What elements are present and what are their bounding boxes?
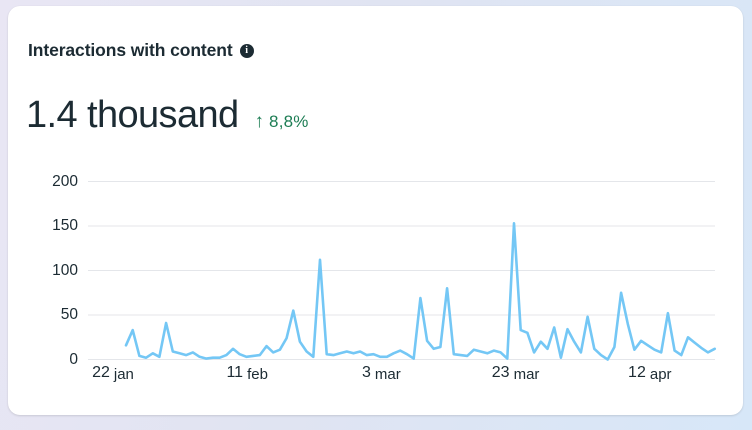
card-header: Interactions with content i xyxy=(28,40,254,61)
delta-percentage: 8,8% xyxy=(269,112,309,131)
metric-delta: ↑ 8,8% xyxy=(255,112,309,132)
interactions-card: Interactions with content i 1.4 thousand… xyxy=(8,6,743,415)
x-tick-3-mar: 3 mar xyxy=(362,364,401,383)
x-tick-22-jan: 22 jan xyxy=(92,364,134,383)
x-tick-11-feb: 11 feb xyxy=(226,364,268,383)
x-tick-day: 23 xyxy=(491,364,510,381)
x-tick-month: apr xyxy=(649,366,672,383)
y-tick-100: 100 xyxy=(52,261,78,279)
line-chart-area[interactable]: 0 50 100 150 200 22 jan 11 feb 3 mar 23 mar 12 apr xyxy=(8,6,743,415)
info-icon[interactable]: i xyxy=(239,44,254,58)
interactions-data-line xyxy=(124,222,717,361)
y-tick-50: 50 xyxy=(60,306,78,323)
x-tick-day: 12 xyxy=(628,364,646,381)
chart-gridlines xyxy=(88,181,715,360)
x-tick-day: 3 xyxy=(362,364,371,381)
x-tick-month: feb xyxy=(247,366,268,383)
interactions-line-chart[interactable] xyxy=(8,6,743,415)
y-tick-150: 150 xyxy=(52,217,78,234)
trend-up-arrow-icon: ↑ xyxy=(254,111,265,132)
y-tick-0: 0 xyxy=(69,350,78,368)
x-tick-12-apr: 12 apr xyxy=(628,364,672,383)
card-title: Interactions with content xyxy=(28,40,233,60)
y-tick-200: 200 xyxy=(52,172,78,190)
metric-row: 1.4 thousand ↑ 8,8% xyxy=(26,94,309,137)
x-tick-day: 22 xyxy=(92,364,110,381)
x-tick-month: jan xyxy=(113,366,134,383)
x-tick-month: mar xyxy=(374,366,401,383)
x-tick-23-mar: 23 mar xyxy=(491,364,540,383)
x-tick-day: 11 xyxy=(226,364,244,381)
metric-value: 1.4 thousand xyxy=(26,94,239,136)
x-tick-month: mar xyxy=(513,366,540,383)
